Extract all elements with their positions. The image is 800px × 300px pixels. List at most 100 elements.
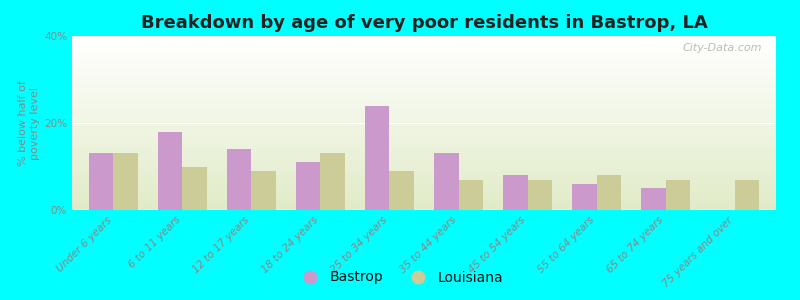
- Bar: [72, 132, 776, 134]
- Bar: [458, 179, 482, 210]
- Bar: [72, 165, 776, 167]
- Bar: [72, 85, 776, 86]
- Bar: [72, 130, 776, 132]
- Bar: [72, 121, 776, 123]
- Bar: [72, 160, 776, 161]
- Bar: [72, 186, 776, 188]
- Bar: [72, 109, 776, 111]
- Bar: [72, 175, 776, 177]
- Bar: [72, 193, 776, 194]
- Legend: Bastrop, Louisiana: Bastrop, Louisiana: [291, 265, 509, 290]
- Bar: [72, 83, 776, 85]
- Bar: [72, 154, 776, 156]
- Bar: [72, 179, 776, 180]
- Bar: [434, 154, 458, 210]
- Bar: [72, 104, 776, 106]
- Bar: [72, 57, 776, 58]
- Bar: [72, 100, 776, 102]
- Bar: [72, 208, 776, 210]
- Bar: [72, 48, 776, 50]
- Bar: [72, 167, 776, 168]
- Bar: [72, 71, 776, 73]
- Bar: [72, 198, 776, 200]
- Bar: [72, 170, 776, 172]
- Bar: [72, 73, 776, 74]
- Bar: [72, 41, 776, 43]
- Bar: [72, 119, 776, 121]
- Bar: [72, 139, 776, 140]
- Bar: [72, 172, 776, 173]
- Bar: [72, 200, 776, 201]
- Bar: [72, 116, 776, 118]
- Bar: [72, 142, 776, 144]
- Bar: [90, 154, 114, 210]
- Bar: [72, 45, 776, 46]
- Bar: [72, 102, 776, 104]
- Bar: [72, 180, 776, 182]
- Bar: [72, 191, 776, 193]
- Bar: [527, 179, 552, 210]
- Bar: [72, 196, 776, 198]
- Bar: [72, 161, 776, 163]
- Bar: [72, 88, 776, 90]
- Bar: [72, 127, 776, 128]
- Y-axis label: % below half of
poverty level: % below half of poverty level: [18, 80, 40, 166]
- Bar: [72, 50, 776, 52]
- Bar: [72, 156, 776, 158]
- Bar: [734, 179, 758, 210]
- Bar: [72, 69, 776, 71]
- Bar: [72, 203, 776, 205]
- Bar: [72, 118, 776, 119]
- Bar: [72, 76, 776, 78]
- Bar: [366, 106, 390, 210]
- Bar: [72, 137, 776, 139]
- Bar: [597, 175, 621, 210]
- Bar: [72, 64, 776, 66]
- Title: Breakdown by age of very poor residents in Bastrop, LA: Breakdown by age of very poor residents …: [141, 14, 707, 32]
- Bar: [572, 184, 597, 210]
- Bar: [72, 86, 776, 88]
- Bar: [72, 114, 776, 116]
- Bar: [72, 66, 776, 67]
- Bar: [72, 146, 776, 147]
- Bar: [72, 36, 776, 38]
- Bar: [72, 112, 776, 114]
- Bar: [321, 154, 345, 210]
- Bar: [72, 206, 776, 208]
- Bar: [72, 205, 776, 206]
- Text: City-Data.com: City-Data.com: [682, 43, 762, 53]
- Bar: [72, 106, 776, 107]
- Bar: [72, 78, 776, 80]
- Bar: [72, 151, 776, 153]
- Bar: [72, 58, 776, 60]
- Bar: [72, 123, 776, 125]
- Bar: [72, 134, 776, 135]
- Bar: [72, 93, 776, 95]
- Bar: [72, 135, 776, 137]
- Bar: [114, 154, 138, 210]
- Bar: [158, 132, 182, 210]
- Bar: [72, 125, 776, 127]
- Bar: [72, 99, 776, 100]
- Bar: [72, 43, 776, 45]
- Bar: [72, 52, 776, 53]
- Bar: [72, 140, 776, 142]
- Bar: [72, 80, 776, 81]
- Bar: [642, 188, 666, 210]
- Bar: [72, 46, 776, 48]
- Bar: [666, 179, 690, 210]
- Bar: [182, 167, 206, 210]
- Bar: [72, 53, 776, 55]
- Bar: [72, 81, 776, 83]
- Bar: [72, 194, 776, 196]
- Bar: [72, 188, 776, 189]
- Bar: [72, 173, 776, 175]
- Bar: [72, 40, 776, 41]
- Bar: [72, 201, 776, 203]
- Bar: [72, 168, 776, 170]
- Bar: [72, 184, 776, 186]
- Bar: [72, 163, 776, 165]
- Bar: [72, 128, 776, 130]
- Bar: [72, 111, 776, 112]
- Bar: [72, 67, 776, 69]
